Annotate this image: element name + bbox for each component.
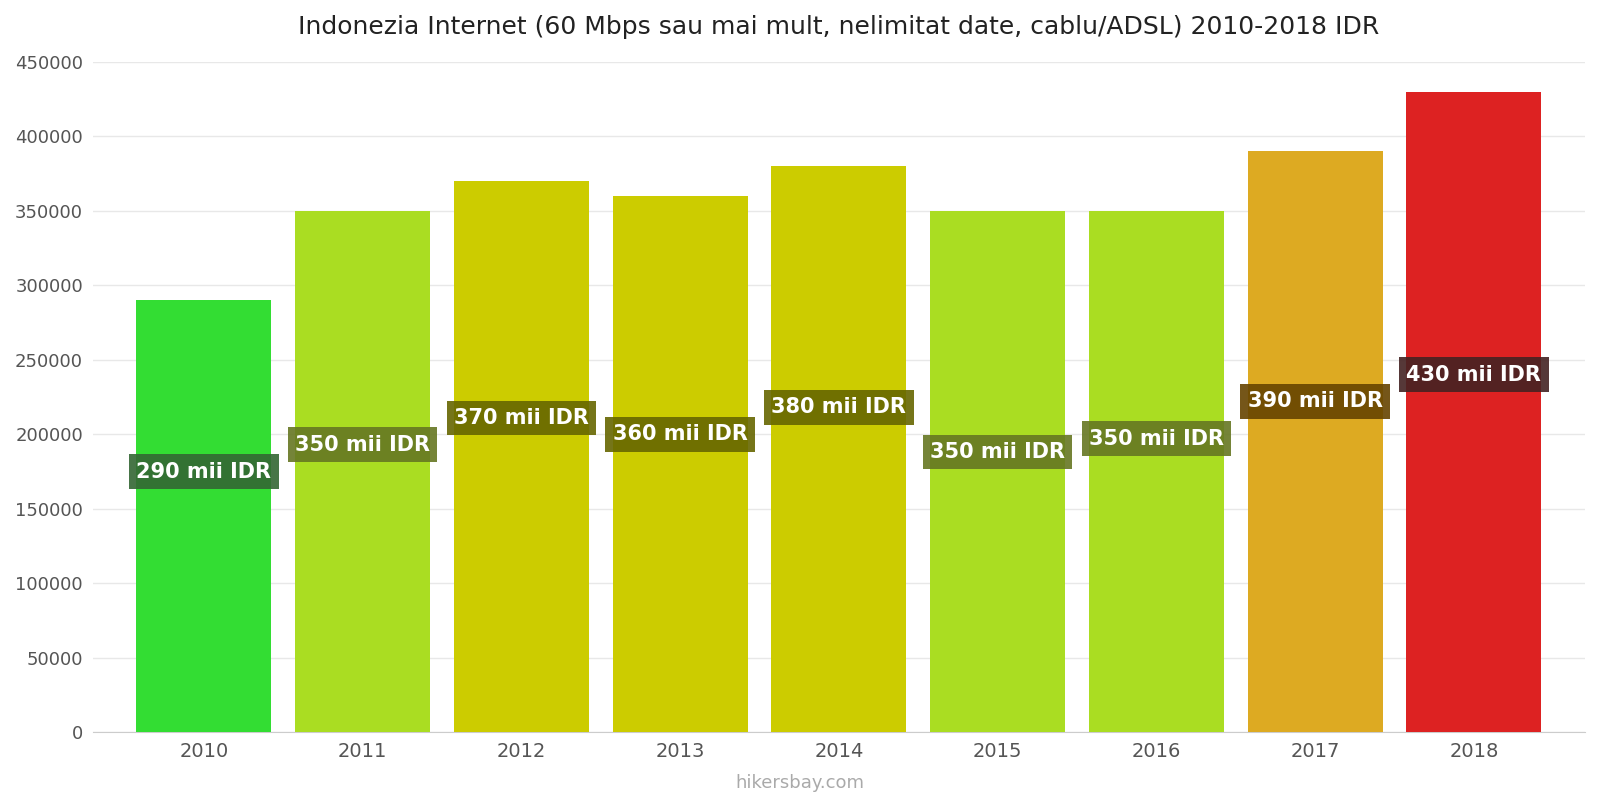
Bar <box>136 300 272 732</box>
Text: 360 mii IDR: 360 mii IDR <box>613 424 747 444</box>
Text: 290 mii IDR: 290 mii IDR <box>136 462 272 482</box>
Bar <box>1406 91 1541 732</box>
Bar <box>454 181 589 732</box>
Text: 350 mii IDR: 350 mii IDR <box>1090 429 1224 449</box>
Text: 350 mii IDR: 350 mii IDR <box>294 434 430 454</box>
Text: 370 mii IDR: 370 mii IDR <box>454 408 589 428</box>
Text: 390 mii IDR: 390 mii IDR <box>1248 391 1382 411</box>
Text: hikersbay.com: hikersbay.com <box>736 774 864 792</box>
Bar <box>1090 210 1224 732</box>
Title: Indonezia Internet (60 Mbps sau mai mult, nelimitat date, cablu/ADSL) 2010-2018 : Indonezia Internet (60 Mbps sau mai mult… <box>298 15 1379 39</box>
Text: 380 mii IDR: 380 mii IDR <box>771 398 906 418</box>
Bar <box>930 210 1066 732</box>
Bar <box>613 196 747 732</box>
Bar <box>771 166 906 732</box>
Text: 350 mii IDR: 350 mii IDR <box>930 442 1066 462</box>
Bar <box>1248 151 1382 732</box>
Bar <box>294 210 430 732</box>
Text: 430 mii IDR: 430 mii IDR <box>1406 365 1541 385</box>
